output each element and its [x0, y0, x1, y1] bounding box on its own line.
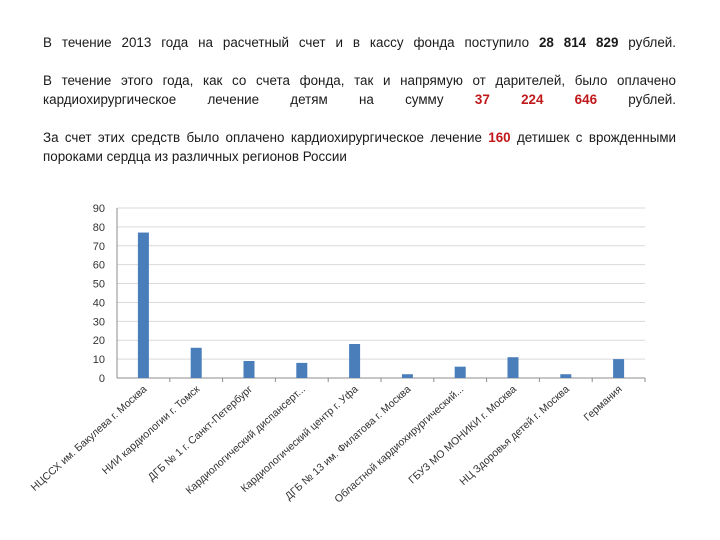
y-tick-label: 90: [93, 203, 105, 215]
bar: [296, 362, 308, 378]
bar: [137, 232, 149, 378]
x-tick-label: ГБУЗ МО МОНИКИ г. Москва: [406, 383, 519, 486]
children-count: 160: [488, 130, 511, 145]
income-currency: рублей.: [618, 35, 676, 50]
y-tick-label: 10: [93, 354, 105, 366]
y-tick-label: 80: [93, 222, 105, 234]
bar: [349, 344, 361, 378]
bar: [613, 359, 625, 378]
y-tick-label: 40: [93, 297, 105, 309]
y-tick-label: 50: [93, 279, 105, 291]
income-text: В течение 2013 года на расчетный счет и …: [43, 35, 539, 50]
paid-text: В течение этого года, как со счета фонда…: [43, 73, 676, 107]
bar: [507, 357, 519, 378]
bar: [401, 374, 413, 378]
y-tick-label: 20: [93, 335, 105, 347]
y-tick-label: 70: [93, 241, 105, 253]
y-tick-label: 0: [99, 373, 105, 385]
children-text: За счет этих средств было оплачено карди…: [43, 130, 489, 145]
x-tick-label: НИИ кардиологии г. Томск: [100, 383, 203, 477]
x-tick-label: НЦ Здоровья детей г. Москва: [457, 383, 571, 488]
y-tick-label: 60: [93, 260, 105, 272]
paid-currency: рублей.: [597, 92, 676, 107]
x-tick-label: Германия: [582, 383, 625, 423]
paragraph-children-count: За счет этих средств было оплачено карди…: [43, 128, 676, 166]
y-tick-label: 30: [93, 316, 105, 328]
paid-amount: 37 224 646: [474, 92, 598, 107]
x-tick-label: ДГБ № 1 г. Санкт-Петербург: [146, 383, 255, 483]
children-text-end: детишек с врожденными пороками сердца из…: [43, 130, 677, 164]
bar: [190, 347, 202, 378]
x-tick-label: НЦССХ им. Бакулева г. Москва: [29, 383, 150, 493]
bar: [560, 374, 572, 378]
bar: [243, 361, 255, 378]
paragraph-income: В течение 2013 года на расчетный счет и …: [43, 33, 676, 52]
paragraph-paid-treatment: В течение этого года, как со счета фонда…: [43, 71, 676, 109]
bar: [454, 366, 466, 378]
income-amount: 28 814 829: [538, 35, 619, 50]
